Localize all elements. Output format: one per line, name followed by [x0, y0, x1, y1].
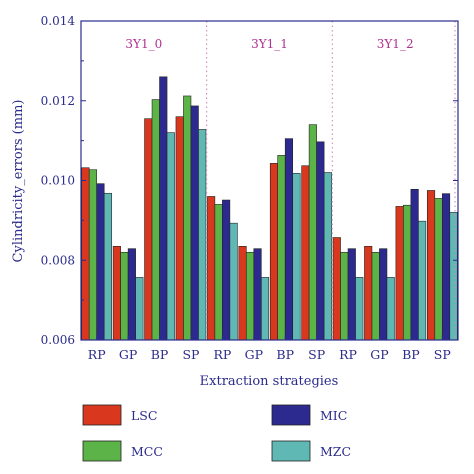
group-labels: 3Y1_0 3Y1_1 3Y1_2: [125, 37, 413, 51]
bar-mic: [159, 76, 168, 341]
bars-layer: [81, 76, 458, 341]
x-tick-label: GP: [245, 347, 263, 362]
y-axis-title: Cylindricity_errors (mm): [11, 100, 26, 263]
y-axis: 0.006 0.008 0.010 0.012 0.014: [41, 14, 458, 347]
bar-mzc: [103, 192, 113, 341]
bar-lsc: [301, 165, 310, 341]
y-tick-label: 0.008: [41, 253, 75, 267]
bar-mic: [222, 199, 231, 341]
x-axis-title: Extraction strategies: [200, 374, 339, 389]
y-tick-label: 0.012: [41, 94, 75, 108]
y-tick-label: 0.014: [41, 14, 76, 28]
bar-mzc: [323, 172, 332, 341]
legend-swatch-lsc: [82, 404, 122, 426]
bar-lsc: [395, 206, 404, 341]
x-tick-label: SP: [308, 347, 325, 362]
x-tick-label: RP: [339, 347, 357, 362]
bar-mcc: [245, 251, 255, 341]
bar-mcc: [403, 204, 412, 341]
bar-mic: [253, 248, 262, 341]
legend-label-lsc: LSC: [131, 408, 157, 423]
group-label: 3Y1_1: [251, 37, 288, 51]
bar-mzc: [260, 277, 270, 341]
bar-mzc: [418, 220, 427, 341]
y-tick-label: 0.006: [41, 333, 75, 347]
bar-mic: [96, 183, 105, 341]
bar-mcc: [88, 169, 98, 341]
x-tick-label: RP: [213, 347, 231, 362]
bar-lsc: [112, 245, 121, 341]
bar-mcc: [214, 204, 223, 341]
x-tick-label: BP: [276, 347, 294, 362]
bar-mzc: [198, 129, 207, 341]
bar-mic: [316, 141, 325, 341]
x-tick-label: BP: [151, 347, 169, 362]
bar-mcc: [277, 155, 286, 341]
bar-mzc: [135, 277, 144, 341]
bar-mic: [410, 188, 419, 341]
bar-lsc: [364, 245, 373, 341]
bar-mic: [441, 193, 451, 341]
group-dividers: [206, 21, 456, 340]
bar-lsc: [81, 167, 90, 341]
group-label: 3Y1_2: [377, 37, 414, 51]
bar-mzc: [449, 212, 458, 341]
bar-mic: [379, 248, 388, 341]
bar-mcc: [151, 99, 160, 341]
bar-lsc: [426, 190, 436, 341]
legend-swatch-mic: [271, 404, 311, 426]
bar-mzc: [355, 277, 364, 341]
legend-label-mic: MIC: [320, 408, 347, 423]
x-tick-label: BP: [402, 347, 420, 362]
y-tick-label: 0.010: [41, 174, 75, 188]
bar-mzc: [292, 173, 301, 341]
bar-mcc: [340, 251, 349, 341]
bar-lsc: [332, 237, 341, 341]
bar-mcc: [308, 124, 317, 341]
bar-mic: [127, 248, 136, 341]
legend: LSC MIC MCC MZC: [82, 404, 351, 462]
bar-mic: [284, 138, 294, 341]
legend-label-mcc: MCC: [131, 444, 163, 459]
x-tick-label: SP: [434, 347, 451, 362]
bar-lsc: [207, 196, 216, 341]
x-tick-label: SP: [182, 347, 199, 362]
bar-lsc: [238, 245, 247, 341]
x-tick-label: GP: [119, 347, 137, 362]
bar-mzc: [386, 277, 395, 341]
legend-swatch-mcc: [82, 440, 122, 462]
bar-mcc: [371, 251, 380, 341]
group-label: 3Y1_0: [125, 37, 162, 51]
x-tick-label: GP: [370, 347, 388, 362]
x-axis: RP GP BP SP RP GP BP SP RP GP BP SP: [88, 335, 451, 362]
bar-mzc: [166, 132, 175, 341]
x-tick-label: RP: [88, 347, 106, 362]
legend-swatch-mzc: [271, 440, 311, 462]
legend-label-mzc: MZC: [320, 444, 351, 459]
bar-mic: [347, 248, 356, 341]
bar-mzc: [229, 222, 238, 341]
bar-mcc: [183, 95, 192, 341]
bar-mcc: [120, 251, 129, 341]
bar-mcc: [434, 198, 443, 341]
bar-lsc: [175, 116, 184, 341]
bar-lsc: [269, 163, 279, 341]
bar-mic: [190, 105, 199, 341]
bar-lsc: [144, 118, 153, 341]
